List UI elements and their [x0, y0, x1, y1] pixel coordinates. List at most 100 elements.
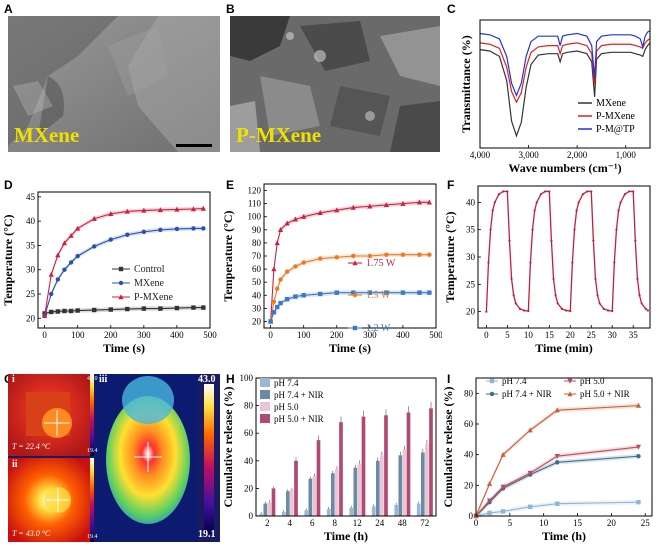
series-mxene [42, 226, 206, 319]
bar [402, 449, 407, 516]
data-point [301, 293, 306, 298]
legend-label: P-M@TP [596, 124, 635, 135]
data-point [284, 220, 290, 226]
panel-label-i: I [447, 372, 451, 386]
data-point [141, 306, 147, 311]
legend-entry: 1.2 W [348, 323, 391, 334]
bar [349, 507, 354, 516]
y-axis-label: Cumulative release (%) [221, 386, 235, 507]
x-tick-label: 10 [539, 518, 549, 528]
data-point [573, 228, 576, 231]
panel-label-c: C [447, 2, 456, 16]
y-tick-label: 30 [26, 265, 36, 275]
data-point [108, 307, 113, 312]
data-point [301, 260, 306, 265]
data-point [644, 307, 647, 310]
y-tick-label: 60 [252, 264, 262, 274]
data-point [108, 211, 114, 217]
panel-label-f: F [447, 178, 455, 192]
x-tick-label: 500 [429, 330, 442, 340]
plot-frame [255, 377, 437, 517]
x-tick-label: 500 [203, 330, 217, 340]
bar [263, 503, 268, 516]
series-error-band [476, 499, 639, 519]
data-point [485, 310, 488, 313]
data-point [274, 240, 280, 246]
data-point [564, 309, 568, 312]
data-point [292, 216, 299, 222]
data-point [42, 313, 48, 319]
legend-marker [352, 292, 358, 298]
chart-power-density: 0 100 200 300 400 500 20 30 40 50 60 70 80 90 100 110 12… [221, 183, 442, 355]
legend-label: Control [134, 264, 165, 275]
legend-entry: 1.5 W [348, 290, 391, 301]
series-line [479, 30, 651, 98]
data-point [598, 302, 601, 305]
data-point [427, 252, 432, 257]
legend-marker [118, 280, 124, 286]
data-point [191, 305, 196, 310]
y-tick-label: 40 [26, 216, 36, 226]
y-tick-label: 40 [252, 290, 262, 300]
bar [304, 510, 309, 516]
data-point [575, 209, 578, 212]
series-line [479, 42, 651, 138]
series-line [485, 190, 649, 312]
data-point [75, 225, 81, 231]
bar [326, 509, 331, 516]
data-point [636, 454, 641, 459]
x-tick-label: 4 [288, 518, 293, 528]
data-point [627, 190, 631, 193]
x-tick-label: 15 [573, 518, 583, 528]
series-1-75-w [268, 199, 432, 324]
data-point [571, 261, 574, 264]
data-point [493, 201, 496, 204]
y-tick-label: 30 [466, 252, 476, 262]
data-point [491, 209, 494, 212]
data-point [533, 209, 536, 212]
data-point [615, 228, 618, 231]
legend-marker [567, 378, 573, 384]
panel-label-h: H [226, 372, 235, 386]
legend-marker [489, 378, 495, 384]
bar [420, 452, 425, 516]
data-point [594, 277, 597, 280]
bar [281, 511, 286, 516]
data-point [486, 498, 493, 504]
data-point [75, 253, 80, 259]
y-tick-label: 40 [244, 456, 254, 466]
data-point [510, 277, 513, 280]
series-ph-7-4 [259, 501, 421, 516]
bar [335, 469, 339, 516]
y-tick-label: 30 [252, 303, 262, 313]
x-tick-label: 0 [42, 330, 47, 340]
data-point [124, 208, 130, 214]
data-point [68, 232, 74, 238]
legend-entry: 1.75 W [348, 258, 396, 269]
data-point [555, 460, 560, 465]
y-tick-label: 60 [464, 419, 474, 429]
data-point [351, 253, 356, 259]
y-tick-label: 25 [26, 289, 36, 299]
data-point [426, 199, 432, 205]
scale-max-large: 43.0 [198, 374, 216, 385]
x-tick-label: 30 [608, 330, 618, 340]
data-point [92, 307, 97, 313]
x-axis-label: Time (h) [324, 529, 368, 543]
legend-swatch [260, 378, 270, 387]
panel-label-b: B [226, 2, 235, 16]
series-control [42, 305, 206, 316]
data-point [91, 215, 97, 221]
data-point [108, 237, 113, 242]
series-line [475, 446, 639, 517]
x-axis-label: Wave numbers (cm⁻¹) [508, 161, 621, 175]
x-tick-label: 0 [484, 330, 489, 340]
legend-label: 1.2 W [366, 323, 391, 334]
series-mxene [479, 42, 651, 138]
data-point [49, 309, 54, 315]
bar [339, 422, 343, 516]
y-tick-label: 100 [248, 212, 262, 222]
bar [285, 491, 290, 516]
y-tick-label: 20 [26, 313, 36, 323]
data-point [201, 305, 206, 310]
